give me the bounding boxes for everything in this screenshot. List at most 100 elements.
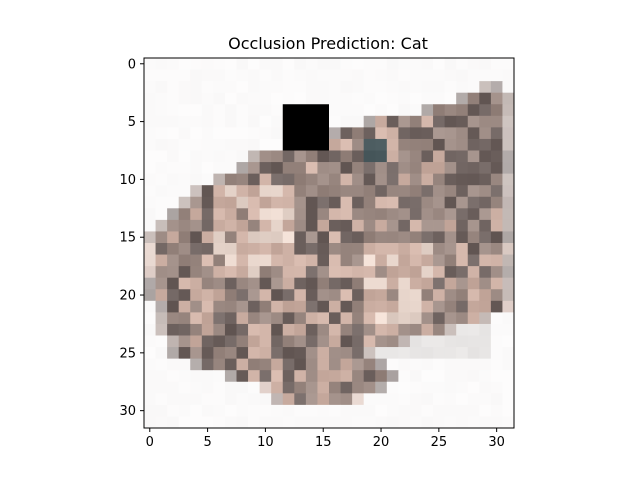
image-pixel [259, 185, 272, 198]
image-pixel [409, 289, 422, 302]
image-pixel [363, 92, 376, 105]
image-pixel [190, 196, 203, 209]
image-pixel [409, 92, 422, 105]
image-pixel [236, 115, 249, 128]
image-pixel [502, 104, 515, 117]
image-pixel [375, 381, 388, 394]
image-pixel [352, 300, 365, 313]
image-pixel [248, 127, 261, 140]
image-pixel [167, 104, 180, 117]
image-pixel [456, 127, 469, 140]
image-pixel [444, 347, 457, 360]
image-pixel [502, 185, 515, 198]
image-pixel [178, 115, 191, 128]
image-pixel [282, 81, 295, 94]
image-pixel [421, 208, 434, 221]
image-pixel [479, 381, 492, 394]
image-pixel [282, 289, 295, 302]
image-pixel [178, 416, 191, 429]
image-pixel [271, 381, 284, 394]
image-pixel [479, 162, 492, 175]
image-pixel [213, 219, 226, 232]
image-pixel [248, 416, 261, 429]
image-pixel [236, 243, 249, 255]
image-pixel [386, 138, 399, 151]
image-pixel [502, 150, 515, 163]
image-pixel [352, 347, 365, 360]
image-pixel [294, 300, 307, 313]
image-pixel [444, 185, 457, 198]
image-pixel [259, 312, 272, 325]
image-pixel [236, 312, 249, 325]
image-pixel [398, 370, 411, 383]
image-pixel [271, 347, 284, 360]
image-pixel [271, 58, 284, 70]
image-pixel [352, 127, 365, 140]
image-pixel [409, 58, 422, 70]
image-pixel [305, 150, 318, 163]
image-pixel [317, 404, 330, 417]
image-pixel [167, 92, 180, 105]
image-pixel [282, 323, 295, 336]
image-pixel [329, 335, 341, 348]
image-pixel [444, 289, 457, 302]
image-pixel [155, 231, 168, 244]
image-pixel [167, 69, 180, 82]
y-tick-label: 15 [119, 231, 136, 246]
image-pixel [213, 162, 226, 175]
image-pixel [479, 150, 492, 163]
image-pixel [259, 277, 272, 290]
image-pixel [271, 231, 284, 244]
image-pixel [259, 219, 272, 232]
image-pixel [456, 347, 469, 360]
x-tick-label: 5 [203, 435, 211, 450]
image-pixel [294, 69, 307, 82]
image-pixel [190, 81, 203, 94]
image-pixel [409, 185, 422, 198]
image-pixel [178, 254, 191, 267]
image-pixel [375, 289, 388, 302]
image-pixel [433, 58, 446, 70]
image-pixel [444, 196, 457, 209]
image-pixel [398, 92, 411, 105]
image-pixel [479, 266, 492, 279]
image-pixel [190, 335, 203, 348]
image-pixel [305, 219, 318, 232]
image-pixel [317, 219, 330, 232]
image-pixel [398, 58, 411, 70]
image-pixel [329, 196, 341, 209]
image-pixel [502, 416, 515, 429]
image-pixel [433, 162, 446, 175]
image-pixel [294, 404, 307, 417]
image-pixel [352, 393, 365, 406]
image-pixel [224, 150, 237, 163]
image-pixel [409, 150, 422, 163]
image-pixel [213, 404, 226, 417]
image-pixel [456, 381, 469, 394]
image-pixel [236, 404, 249, 417]
image-pixel [155, 208, 168, 221]
image-pixel [444, 162, 457, 175]
image-pixel [375, 300, 388, 313]
image-pixel [201, 312, 214, 325]
image-pixel [167, 416, 180, 429]
image-pixel [167, 323, 180, 336]
image-pixel [398, 416, 411, 429]
image-pixel [224, 381, 237, 394]
image-pixel [294, 254, 307, 267]
image-pixel [421, 185, 434, 198]
image-pixel [398, 231, 411, 244]
image-pixel [294, 196, 307, 209]
image-pixel [433, 115, 446, 128]
image-pixel [398, 185, 411, 198]
image-pixel [363, 58, 376, 70]
image-pixel [421, 69, 434, 82]
image-pixel [467, 335, 480, 348]
image-pixel [155, 219, 168, 232]
image-pixel [201, 104, 214, 117]
image-pixel [248, 300, 261, 313]
image-pixel [456, 185, 469, 198]
image-pixel [224, 347, 237, 360]
image-pixel [421, 196, 434, 209]
image-pixel [490, 81, 503, 94]
